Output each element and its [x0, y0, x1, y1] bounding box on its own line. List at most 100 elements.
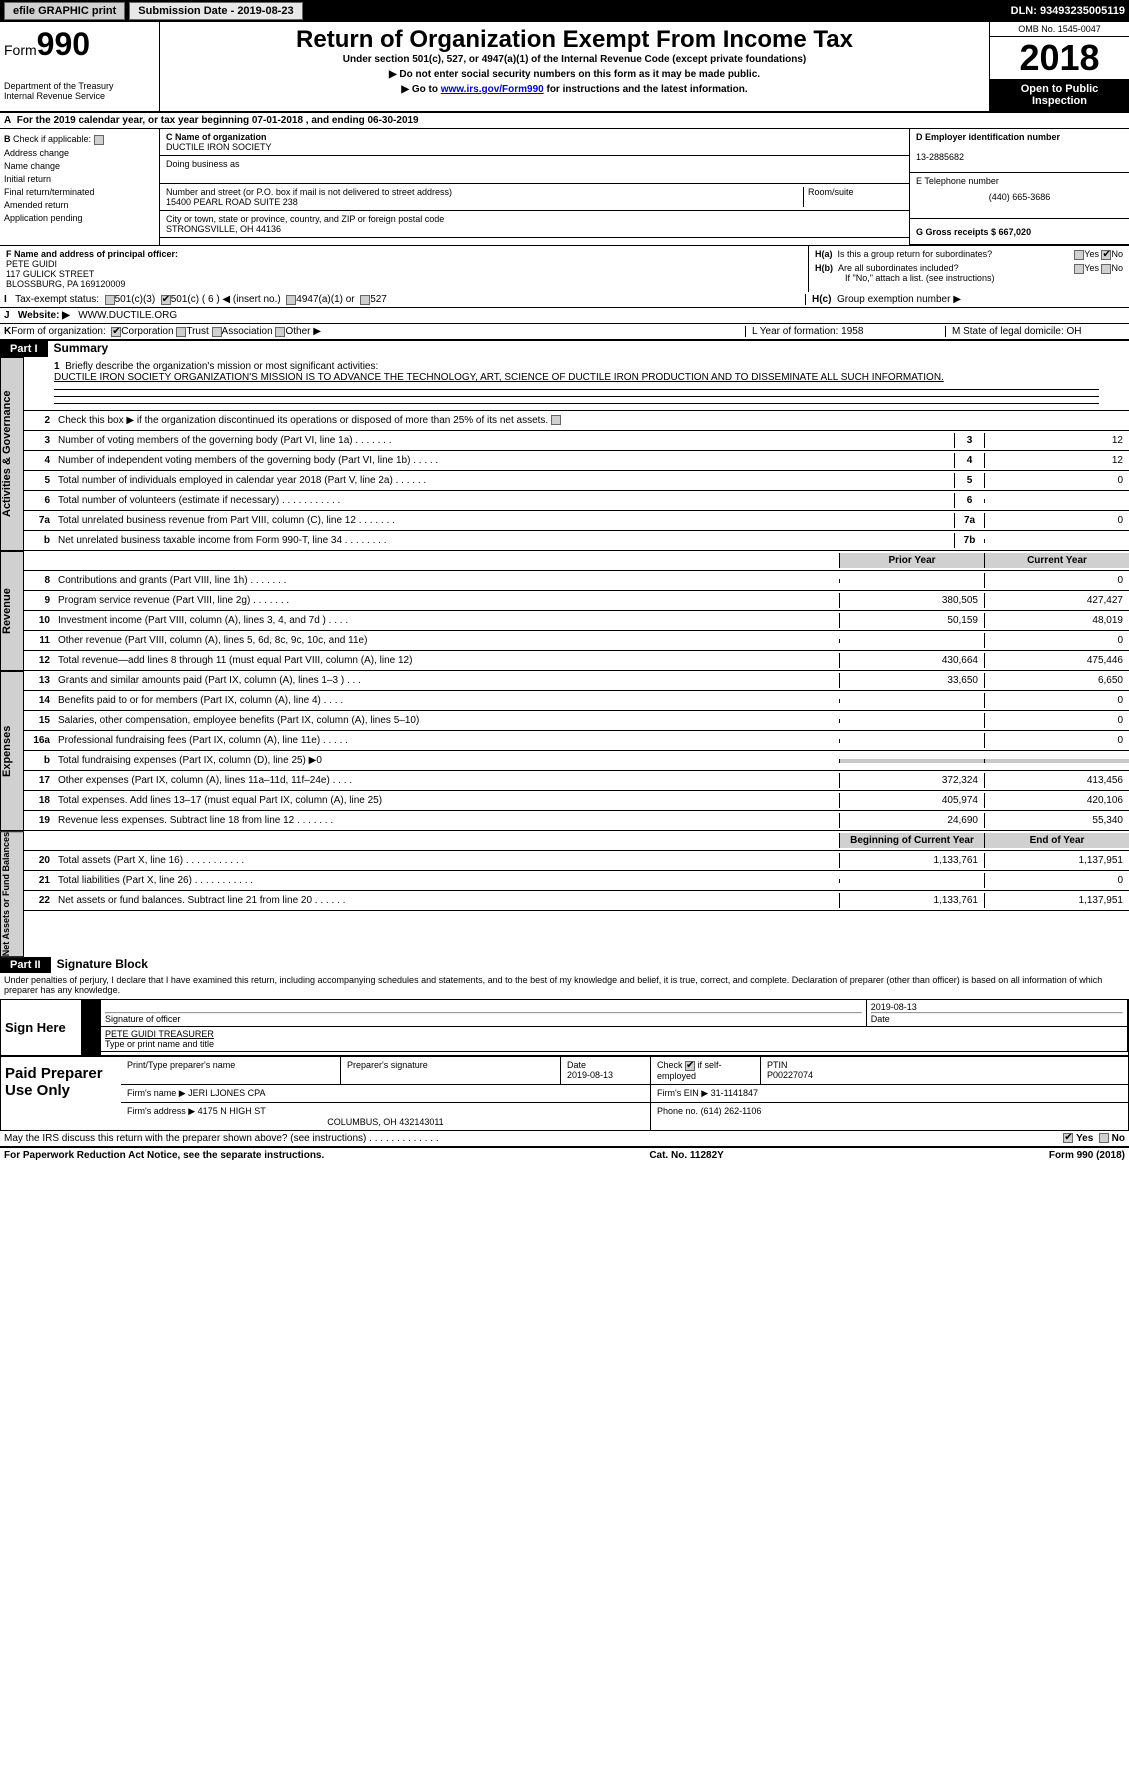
- i-label: Tax-exempt status:: [15, 294, 99, 305]
- table-row: bTotal fundraising expenses (Part IX, co…: [24, 751, 1129, 771]
- check-name: Name change: [4, 161, 155, 171]
- hc-label: Group exemption number ▶: [837, 294, 961, 305]
- b-label: Check if applicable:: [13, 134, 91, 144]
- d-label: D Employer identification number: [916, 132, 1060, 142]
- checkbox-icon[interactable]: [1074, 264, 1084, 274]
- pra-notice: For Paperwork Reduction Act Notice, see …: [4, 1150, 324, 1161]
- paid-preparer-block: Paid Preparer Use Only Print/Type prepar…: [0, 1056, 1129, 1131]
- hb-note: If "No," attach a list. (see instruction…: [845, 273, 1123, 283]
- prep-h3: Date: [567, 1060, 586, 1070]
- exp-side-label: Expenses: [0, 671, 24, 831]
- checkbox-icon[interactable]: [1063, 1133, 1073, 1143]
- cat-no: Cat. No. 11282Y: [649, 1150, 723, 1161]
- firm-name: JERI LJONES CPA: [188, 1088, 265, 1098]
- checkbox-icon[interactable]: [1074, 250, 1084, 260]
- officer-name: PETE GUIDI: [6, 259, 57, 269]
- form-ref: Form 990 (2018): [1049, 1150, 1125, 1161]
- checkbox-icon[interactable]: [212, 327, 222, 337]
- table-row: 15Salaries, other compensation, employee…: [24, 711, 1129, 731]
- ptin-label: PTIN: [767, 1060, 788, 1070]
- city-val: STRONGSVILLE, OH 44136: [166, 224, 281, 234]
- fgh-row: F Name and address of principal officer:…: [0, 245, 1129, 292]
- checkbox-icon[interactable]: [161, 295, 171, 305]
- efile-button[interactable]: efile GRAPHIC print: [4, 2, 125, 20]
- officer-addr2: BLOSSBURG, PA 169120009: [6, 279, 125, 289]
- checkbox-icon[interactable]: [360, 295, 370, 305]
- line1-label: Briefly describe the organization's miss…: [65, 361, 378, 372]
- checkbox-icon[interactable]: [1099, 1133, 1109, 1143]
- check-address: Address change: [4, 148, 155, 158]
- checkbox-icon[interactable]: [1101, 264, 1111, 274]
- firm-ein-label: Firm's EIN ▶: [657, 1088, 708, 1098]
- line-i: I Tax-exempt status: 501(c)(3) 501(c) ( …: [0, 292, 1129, 308]
- g-label: G Gross receipts $ 667,020: [916, 227, 1031, 237]
- discuss-line: May the IRS discuss this return with the…: [0, 1131, 1129, 1148]
- checkbox-icon[interactable]: [551, 415, 561, 425]
- checkbox-icon[interactable]: [275, 327, 285, 337]
- table-row: 4Number of independent voting members of…: [24, 451, 1129, 471]
- table-row: 7aTotal unrelated business revenue from …: [24, 511, 1129, 531]
- officer-name-title: PETE GUIDI TREASURER: [105, 1029, 214, 1039]
- website-val: WWW.DUCTILE.ORG: [78, 310, 177, 321]
- table-row: 8Contributions and grants (Part VIII, li…: [24, 571, 1129, 591]
- mission-text: DUCTILE IRON SOCIETY ORGANIZATION'S MISS…: [54, 372, 944, 383]
- checkbox-icon[interactable]: [685, 1061, 695, 1071]
- checkbox-icon[interactable]: [105, 295, 115, 305]
- table-row: 11Other revenue (Part VIII, column (A), …: [24, 631, 1129, 651]
- prep-date: 2019-08-13: [567, 1070, 613, 1080]
- table-row: 13Grants and similar amounts paid (Part …: [24, 671, 1129, 691]
- city-label: City or town, state or province, country…: [166, 214, 444, 224]
- table-row: 6Total number of volunteers (estimate if…: [24, 491, 1129, 511]
- phone-val: (440) 665-3686: [916, 192, 1123, 202]
- discuss-text: May the IRS discuss this return with the…: [4, 1133, 439, 1144]
- col-end: End of Year: [984, 833, 1129, 848]
- checkbox-icon[interactable]: [94, 135, 104, 145]
- form-number: 990: [37, 26, 90, 62]
- room-label: Room/suite: [803, 187, 903, 207]
- street-label: Number and street (or P.O. box if mail i…: [166, 187, 452, 197]
- irs-label: Internal Revenue Service: [4, 91, 155, 101]
- k-label: Form of organization:: [11, 326, 106, 337]
- form-sub2: ▶ Do not enter social security numbers o…: [164, 69, 985, 80]
- firm-ein: 31-1141847: [711, 1088, 758, 1098]
- l-label: L Year of formation: 1958: [745, 326, 945, 337]
- table-row: 22Net assets or fund balances. Subtract …: [24, 891, 1129, 911]
- sign-here-label: Sign Here: [1, 1000, 81, 1055]
- check-initial: Initial return: [4, 174, 155, 184]
- e-label: E Telephone number: [916, 176, 999, 186]
- section-bcdefg: B Check if applicable: Address change Na…: [0, 129, 1129, 245]
- checkbox-icon[interactable]: [1101, 250, 1111, 260]
- form-sub1: Under section 501(c), 527, or 4947(a)(1)…: [164, 54, 985, 65]
- submission-date-button[interactable]: Submission Date - 2019-08-23: [129, 2, 302, 20]
- checkbox-icon[interactable]: [286, 295, 296, 305]
- irs-link[interactable]: www.irs.gov/Form990: [441, 84, 544, 95]
- col-curr: Current Year: [984, 553, 1129, 568]
- table-row: 12Total revenue—add lines 8 through 11 (…: [24, 651, 1129, 671]
- table-row: bNet unrelated business taxable income f…: [24, 531, 1129, 551]
- ha-label: Is this a group return for subordinates?: [838, 249, 993, 259]
- line-j: J Website: ▶ WWW.DUCTILE.ORG: [0, 308, 1129, 324]
- table-row: 17Other expenses (Part IX, column (A), l…: [24, 771, 1129, 791]
- line2-text: Check this box ▶ if the organization dis…: [54, 413, 1129, 428]
- hb-label: Are all subordinates included?: [838, 263, 959, 273]
- table-row: 3Number of voting members of the governi…: [24, 431, 1129, 451]
- table-row: 20Total assets (Part X, line 16) . . . .…: [24, 851, 1129, 871]
- checkbox-icon[interactable]: [176, 327, 186, 337]
- rev-side-label: Revenue: [0, 551, 24, 671]
- prep-h1: Print/Type preparer's name: [121, 1057, 341, 1084]
- dba-label: Doing business as: [160, 156, 909, 184]
- top-bar: efile GRAPHIC print Submission Date - 20…: [0, 0, 1129, 22]
- omb-label: OMB No. 1545-0047: [990, 22, 1129, 37]
- firm-name-label: Firm's name ▶: [127, 1088, 186, 1098]
- open-public-label: Open to Public Inspection: [990, 79, 1129, 111]
- name-label: Type or print name and title: [105, 1039, 214, 1049]
- firm-addr2: COLUMBUS, OH 432143011: [127, 1117, 644, 1127]
- table-row: 18Total expenses. Add lines 13–17 (must …: [24, 791, 1129, 811]
- form-header: Form990 Department of the Treasury Inter…: [0, 22, 1129, 113]
- row-a: A For the 2019 calendar year, or tax yea…: [0, 113, 1129, 129]
- checkbox-icon[interactable]: [111, 327, 121, 337]
- part-i-table: Activities & Governance 1 Briefly descri…: [0, 357, 1129, 551]
- prep-label: Paid Preparer Use Only: [1, 1057, 121, 1130]
- sig-date: 2019-08-13: [871, 1002, 917, 1012]
- firm-addr1: 4175 N HIGH ST: [198, 1106, 266, 1116]
